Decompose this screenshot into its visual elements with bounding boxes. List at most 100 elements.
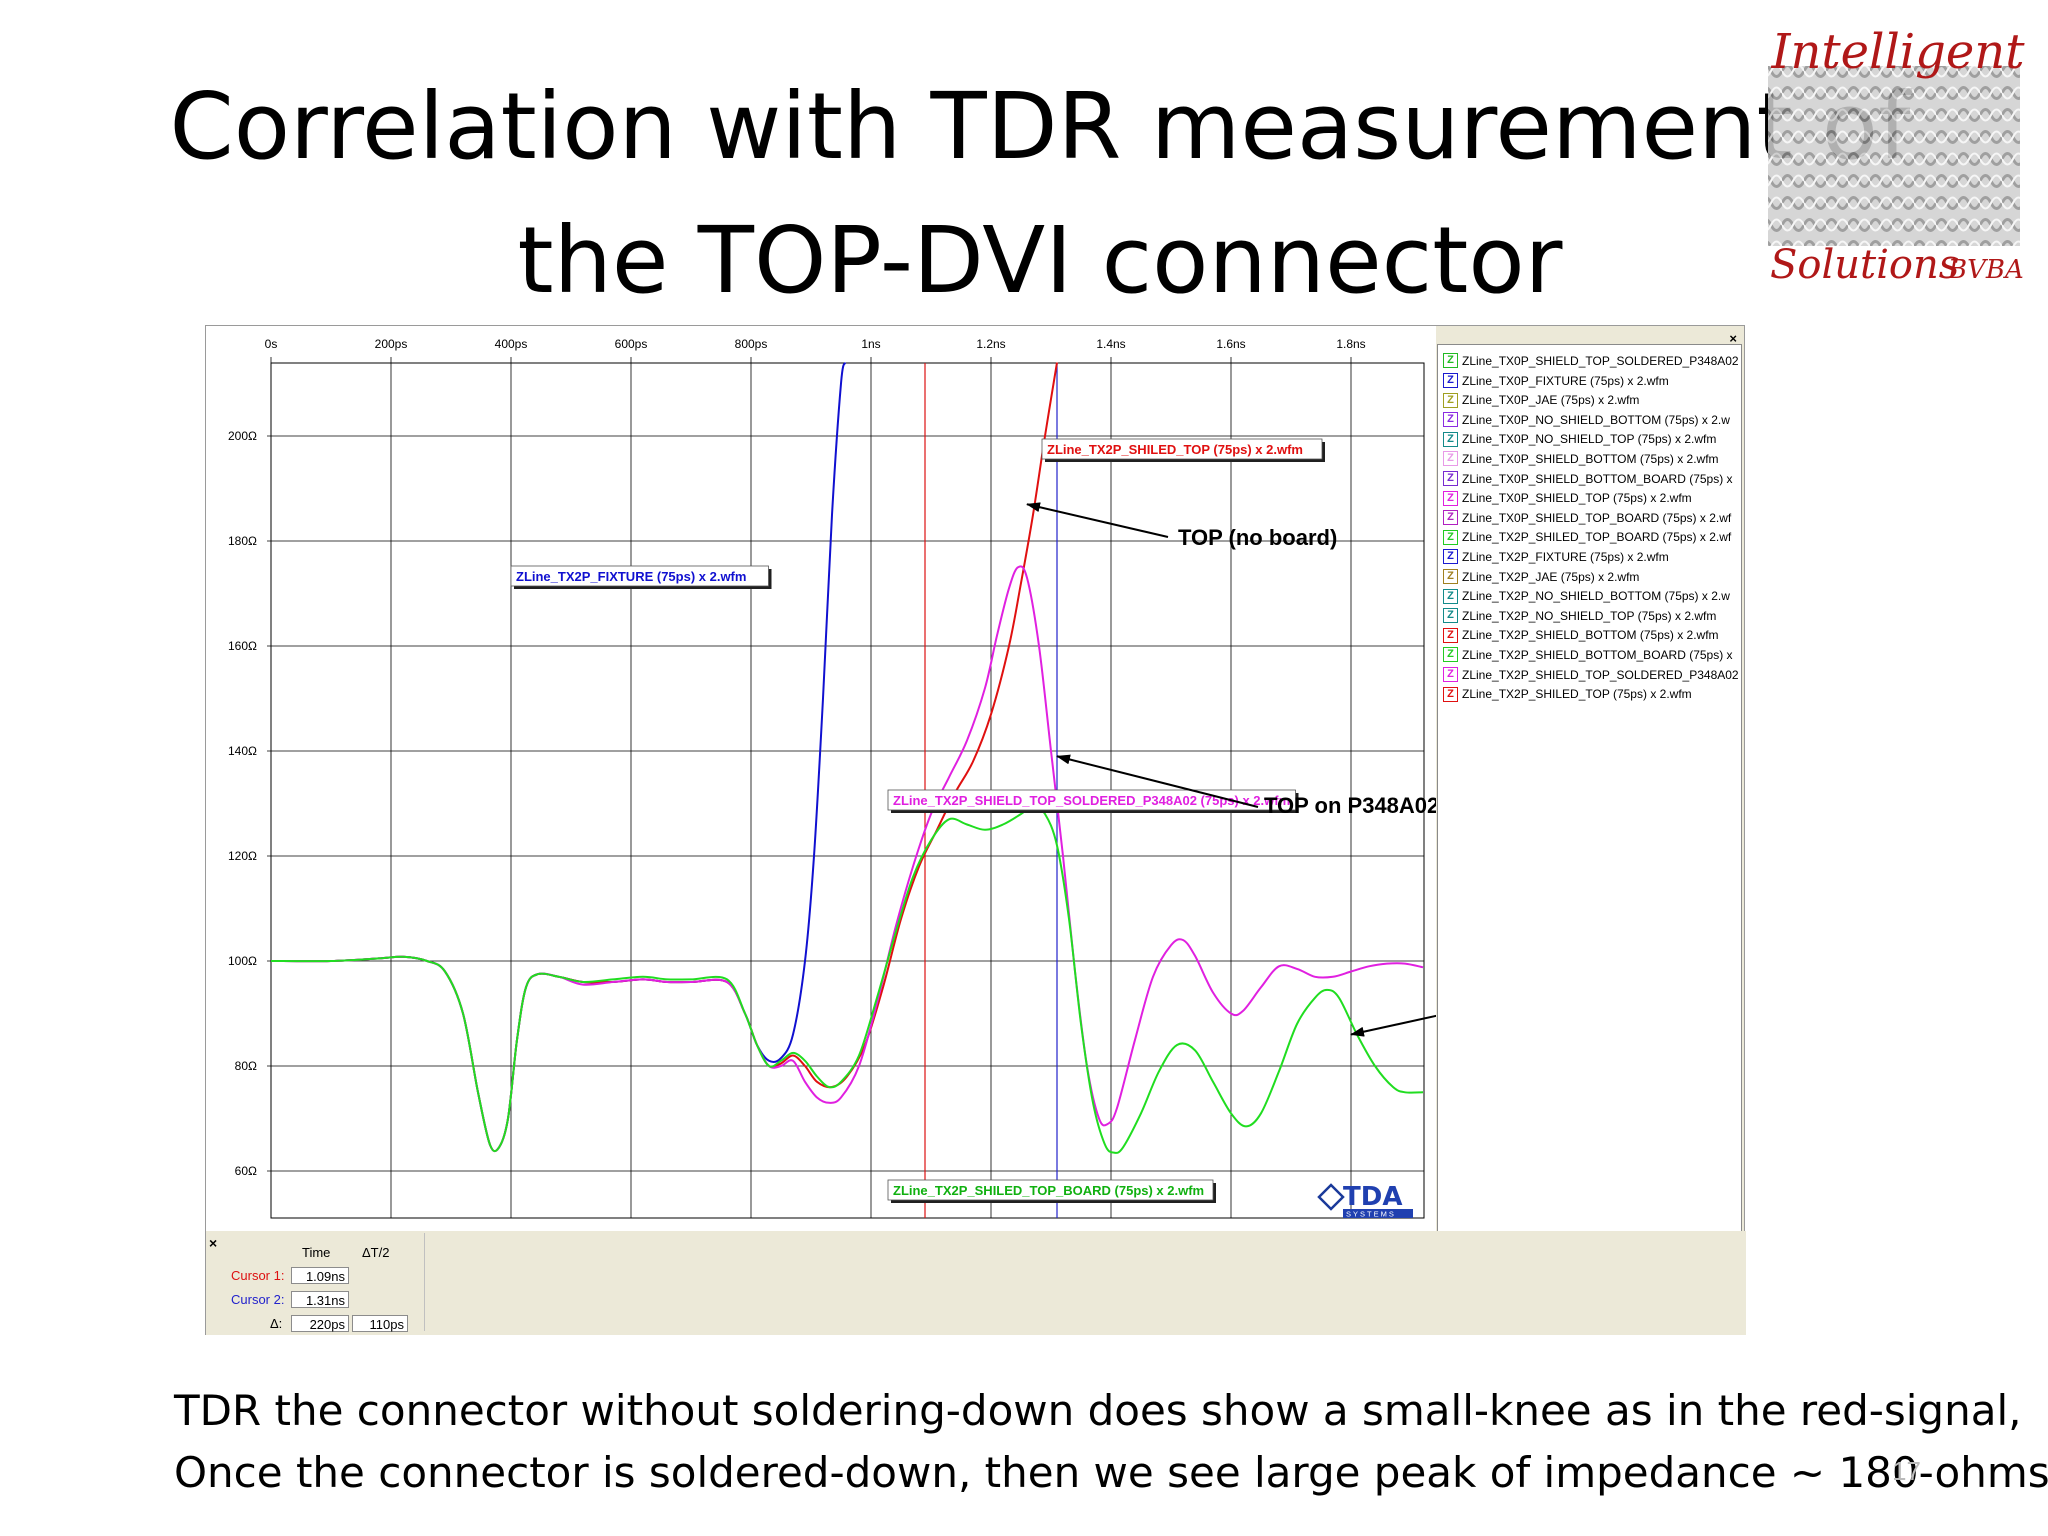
legend-item[interactable]: Z ZLine_TX2P_NO_SHIELD_BOTTOM (75ps) x 2.… (1443, 588, 1730, 607)
legend-item-label: ZLine_TX2P_JAE (75ps) x 2.wfm (1462, 569, 1640, 584)
tdr-plot: 0s 200ps 400ps 600ps 800ps 1ns 1.2ns 1.4ns 1.6ns… (206, 326, 1436, 1231)
legend-item-label: ZLine_TX2P_SHIELD_BOTTOM_BOARD (75ps) x (1462, 647, 1733, 662)
delta-label: Δ: (270, 1316, 283, 1331)
legend-item-label: ZLine_TX0P_SHIELD_TOP_SOLDERED_P348A02 (1462, 353, 1739, 368)
legend-item-label: ZLine_TX2P_SHIELD_TOP_SOLDERED_P348A02 (1462, 667, 1739, 682)
legend-item[interactable]: Z ZLine_TX2P_SHILED_TOP (75ps) x 2.wfm (1443, 686, 1692, 705)
y-tick-label: 60Ω (235, 1164, 257, 1178)
cursor-panel-close-button[interactable]: × (209, 1235, 218, 1251)
legend-item-label: ZLine_TX2P_SHIELD_BOTTOM (75ps) x 2.wfm (1462, 628, 1719, 643)
legend-item[interactable]: Z ZLine_TX0P_SHIELD_TOP (75ps) x 2.wfm (1443, 490, 1692, 509)
legend-item[interactable]: Z ZLine_TX0P_JAE (75ps) x 2.wfm (1443, 392, 1639, 411)
cursor2-label: Cursor 2: (231, 1292, 285, 1307)
trace-label-box (887, 1179, 1214, 1201)
legend-item[interactable]: Z ZLine_TX0P_NO_SHIELD_TOP (75ps) x 2.wfm (1443, 431, 1716, 450)
series-layer (270, 362, 1424, 1154)
legend-item-label: ZLine_TX0P_NO_SHIELD_TOP (75ps) x 2.wfm (1462, 432, 1717, 447)
x-tick-label: 1ns (861, 337, 880, 351)
slide-caption: TDR the connector without soldering-down… (174, 1380, 2048, 1504)
x-tick-label: 400ps (495, 337, 528, 351)
cursor-panel-separator (424, 1233, 425, 1331)
cursor2-value: 1.31ns (291, 1291, 349, 1308)
y-tick-label: 200Ω (228, 429, 257, 443)
x-tick-label: 1.8ns (1336, 337, 1365, 351)
annotation-arrow (1056, 754, 1259, 808)
legend-item[interactable]: Z ZLine_TX0P_FIXTURE (75ps) x 2.wfm (1443, 372, 1669, 392)
slide-title: Correlation with TDR measurement of the … (60, 60, 2020, 328)
delta-half-value: 110ps (352, 1315, 408, 1332)
tda-brand: TDA (1343, 1182, 1402, 1212)
trace-z-icon: Z (1443, 353, 1458, 369)
cursor-header-delta: ΔT/2 (362, 1245, 390, 1260)
cursor-panel: × Time ΔT/2 Cursor 1: 1.09ns Cursor 2: 1… (206, 1231, 1746, 1335)
legend-item[interactable]: Z ZLine_TX2P_SHIELD_TOP_SOLDERED_P348A02 (1443, 666, 1739, 686)
legend-item-label: ZLine_TX2P_FIXTURE (75ps) x 2.wfm (1462, 549, 1669, 564)
annotation-arrow (1026, 502, 1169, 538)
title-line-1: Correlation with TDR measurement of (169, 73, 1911, 180)
trace-label-box (510, 565, 769, 587)
tda-sub: SYSTEMS (1346, 1210, 1396, 1219)
series-line-shiled_top_board (270, 805, 1424, 1154)
title-line-2: the TOP-DVI connector (517, 207, 1563, 314)
y-tick-label: 80Ω (235, 1059, 257, 1073)
x-tick-label: 0s (265, 337, 278, 351)
legend-item-label: ZLine_TX2P_SHILED_TOP (75ps) x 2.wfm (1462, 687, 1692, 702)
caption-line-2: Once the connector is soldered-down, the… (174, 1448, 2048, 1497)
legend-item-label: ZLine_TX0P_SHIELD_TOP (75ps) x 2.wfm (1462, 491, 1692, 506)
tda-diamond-icon (1317, 1183, 1345, 1211)
tda-sub-bar (1343, 1209, 1413, 1218)
trace-z-icon: Z (1443, 372, 1458, 388)
logo-text-intelligent: Intelligent (1771, 24, 2026, 80)
logo-text-solutions: Solutions (1770, 242, 1959, 288)
logo-knot-texture (1768, 66, 2020, 246)
legend-item-label: ZLine_TX2P_NO_SHIELD_BOTTOM (75ps) x 2.w (1462, 589, 1730, 604)
legend-item-label: ZLine_TX2P_NO_SHIELD_TOP (75ps) x 2.wfm (1462, 608, 1717, 623)
x-tick-label: 200ps (375, 337, 408, 351)
legend-item[interactable]: Z ZLine_TX2P_SHILED_TOP_BOARD (75ps) x 2.… (1443, 529, 1731, 548)
trace-z-icon: Z (1443, 588, 1458, 604)
legend-item[interactable]: Z ZLine_TX2P_SHIELD_BOTTOM (75ps) x 2.wfm (1443, 627, 1719, 646)
trace-label-text: ZLine_TX2P_SHIELD_TOP_SOLDERED_P348A02 (… (893, 793, 1290, 808)
trace-z-icon: Z (1443, 666, 1458, 682)
trace-z-icon: Z (1443, 490, 1458, 506)
tdr-scope-window: 0s 200ps 400ps 600ps 800ps 1ns 1.2ns 1.4ns 1.6ns… (205, 325, 1746, 1335)
x-tick-label: 1.4ns (1096, 337, 1125, 351)
company-logo: Intelligent Solutions BVBA (1768, 24, 2026, 288)
legend-item[interactable]: Z ZLine_TX2P_FIXTURE (75ps) x 2.wfm (1443, 549, 1669, 568)
trace-z-icon: Z (1443, 529, 1458, 545)
trace-label-text: ZLine_TX2P_SHILED_TOP (75ps) x 2.wfm (1047, 442, 1303, 457)
legend-item-label: ZLine_TX2P_SHILED_TOP_BOARD (75ps) x 2.w… (1462, 530, 1732, 545)
annotation-arrow (1350, 1014, 1436, 1037)
trace-label-box (1041, 438, 1323, 460)
legend-item[interactable]: Z ZLine_TX0P_SHIELD_BOTTOM_BOARD (75ps) x (1443, 470, 1733, 490)
legend-item[interactable]: Z ZLine_TX0P_SHIELD_TOP_BOARD (75ps) x 2.… (1443, 510, 1731, 529)
legend-close-button[interactable]: × (1729, 331, 1737, 346)
legend-item[interactable]: Z ZLine_TX2P_NO_SHIELD_TOP (75ps) x 2.wfm (1443, 608, 1716, 627)
trace-z-icon: Z (1443, 549, 1458, 565)
legend-item[interactable]: Z ZLine_TX0P_SHIELD_BOTTOM (75ps) x 2.wfm (1443, 451, 1719, 470)
trace-legend: × Z ZLine_TX0P_SHIELD_TOP_SOLDERED_P348A0… (1437, 331, 1742, 1248)
trace-z-icon: Z (1443, 647, 1458, 663)
legend-item[interactable]: Z ZLine_TX0P_NO_SHIELD_BOTTOM (75ps) x 2.… (1443, 412, 1730, 431)
trace-labels: ZLine_TX2P_FIXTURE (75ps) x 2.wfm ZLine_T… (510, 438, 1325, 1203)
legend-item[interactable]: Z ZLine_TX0P_SHIELD_TOP_SOLDERED_P348A02 (1443, 353, 1739, 372)
legend-item[interactable]: Z ZLine_TX2P_JAE (75ps) x 2.wfm (1443, 568, 1640, 588)
annotation-text: TOP (no board) (1178, 525, 1337, 550)
legend-item-label: ZLine_TX0P_FIXTURE (75ps) x 2.wfm (1462, 373, 1669, 388)
trace-label-text: ZLine_TX2P_FIXTURE (75ps) x 2.wfm (516, 569, 746, 584)
trace-z-icon: Z (1443, 451, 1458, 467)
delta-value: 220ps (291, 1315, 349, 1332)
logo-text-bvba: BVBA (1947, 255, 2024, 285)
cursor1-label: Cursor 1: (231, 1268, 285, 1283)
page-number: 17 (1892, 1456, 1921, 1486)
cursor-header-time: Time (302, 1245, 331, 1260)
y-tick-label: 100Ω (228, 954, 257, 968)
trace-label-box (887, 789, 1296, 811)
tda-watermark: TDA SYSTEMS (1317, 1182, 1413, 1219)
trace-z-icon: Z (1443, 568, 1458, 584)
legend-item[interactable]: Z ZLine_TX2P_SHIELD_BOTTOM_BOARD (75ps) x (1443, 647, 1733, 666)
legend-item-label: ZLine_TX0P_SHIELD_BOTTOM_BOARD (75ps) x (1462, 471, 1733, 486)
trace-label-text: ZLine_TX2P_SHILED_TOP_BOARD (75ps) x 2.w… (893, 1183, 1204, 1198)
x-tick-label: 1.2ns (976, 337, 1005, 351)
trace-z-icon: Z (1443, 686, 1458, 702)
